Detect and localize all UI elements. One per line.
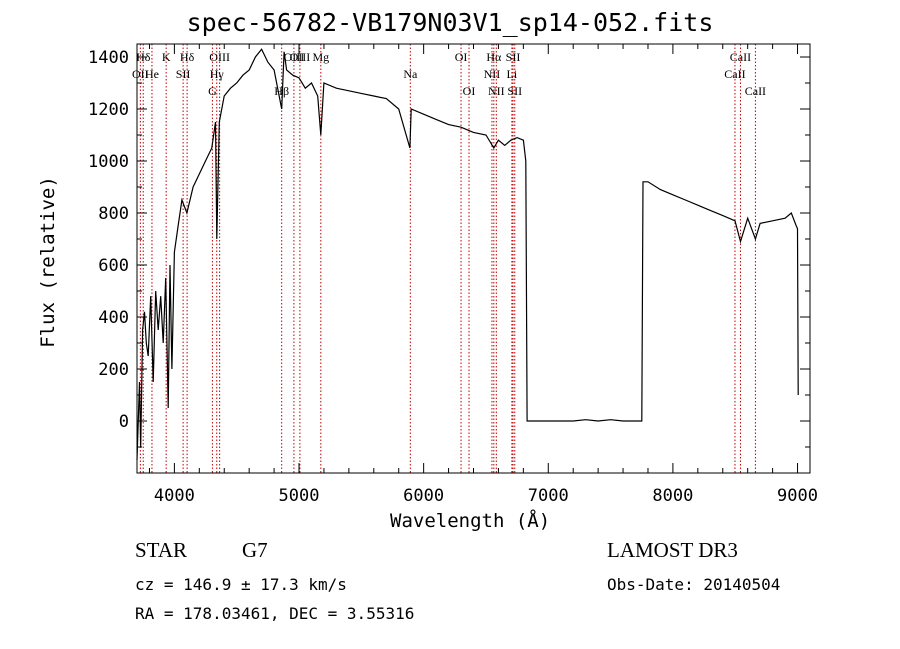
line-label-8: G [208, 84, 217, 98]
redshift-text: cz = 146.9 ± 17.3 km/s [135, 575, 347, 594]
line-label-12: Mg [312, 50, 329, 64]
y-tick-label-4: 800 [98, 204, 129, 224]
chart-title: spec-56782-VB179N03V1_sp14-052.fits [186, 8, 714, 37]
x-tick-label-2: 6000 [403, 486, 444, 506]
x-tick-label-1: 5000 [279, 486, 320, 506]
coordinates: RA = 178.03461, DEC = 3.55316 [135, 604, 415, 623]
x-axis-label: Wavelength (Å) [390, 510, 551, 532]
line-label-24: CaII [745, 84, 766, 98]
x-tick-label-0: 4000 [154, 486, 195, 506]
line-label-10: Hβ [274, 84, 289, 98]
y-axis-label: Flux (relative) [37, 176, 59, 348]
line-label-14: OI [455, 50, 468, 64]
plot-frame [136, 43, 811, 474]
line-label-13: Na [403, 67, 418, 81]
axis-ticks: 4000 5000 6000 7000 8000 9000 0 200 400 600 800 100… [88, 44, 818, 506]
y-tick-label-5: 1000 [88, 152, 129, 172]
line-label-22: CaII [724, 67, 745, 81]
line-label-4: He [145, 67, 159, 81]
line-label-2: Hδ [180, 50, 195, 64]
line-label-23: CaII [730, 50, 751, 64]
line-label-3: OII [132, 67, 149, 81]
y-tick-label-1: 200 [98, 360, 129, 380]
y-tick-label-3: 600 [98, 256, 129, 276]
line-label-11: OIII [290, 50, 311, 64]
x-tick-label-5: 9000 [777, 486, 818, 506]
axes-frame [136, 43, 811, 474]
line-label-18: NII [488, 84, 505, 98]
object-class: STAR [135, 538, 187, 562]
spectrum-series [136, 48, 799, 461]
line-label-1: K [162, 50, 171, 64]
line-label-21: SII [507, 84, 522, 98]
object-subclass: G7 [242, 538, 268, 562]
x-tick-label-3: 7000 [528, 486, 569, 506]
obs-date: Obs-Date: 20140504 [607, 575, 781, 594]
line-label-15: OI [463, 84, 476, 98]
y-tick-label-6: 1200 [88, 100, 129, 120]
survey-name: LAMOST DR3 [607, 538, 738, 562]
x-tick-label-4: 8000 [652, 486, 693, 506]
line-label-5: SII [176, 67, 191, 81]
spectrum-line [136, 48, 799, 461]
line-label-17: NII [484, 67, 501, 81]
y-tick-label-0: 0 [119, 412, 129, 432]
line-label-16: Hα [486, 50, 502, 64]
line-label-19: SII [506, 50, 521, 64]
line-label-6: OIII [209, 50, 230, 64]
y-tick-label-2: 400 [98, 308, 129, 328]
line-label-7: Hγ [210, 67, 225, 81]
emission-line-markers [139, 44, 756, 473]
line-label-20: Li [507, 67, 518, 81]
y-tick-label-7: 1400 [88, 48, 129, 68]
